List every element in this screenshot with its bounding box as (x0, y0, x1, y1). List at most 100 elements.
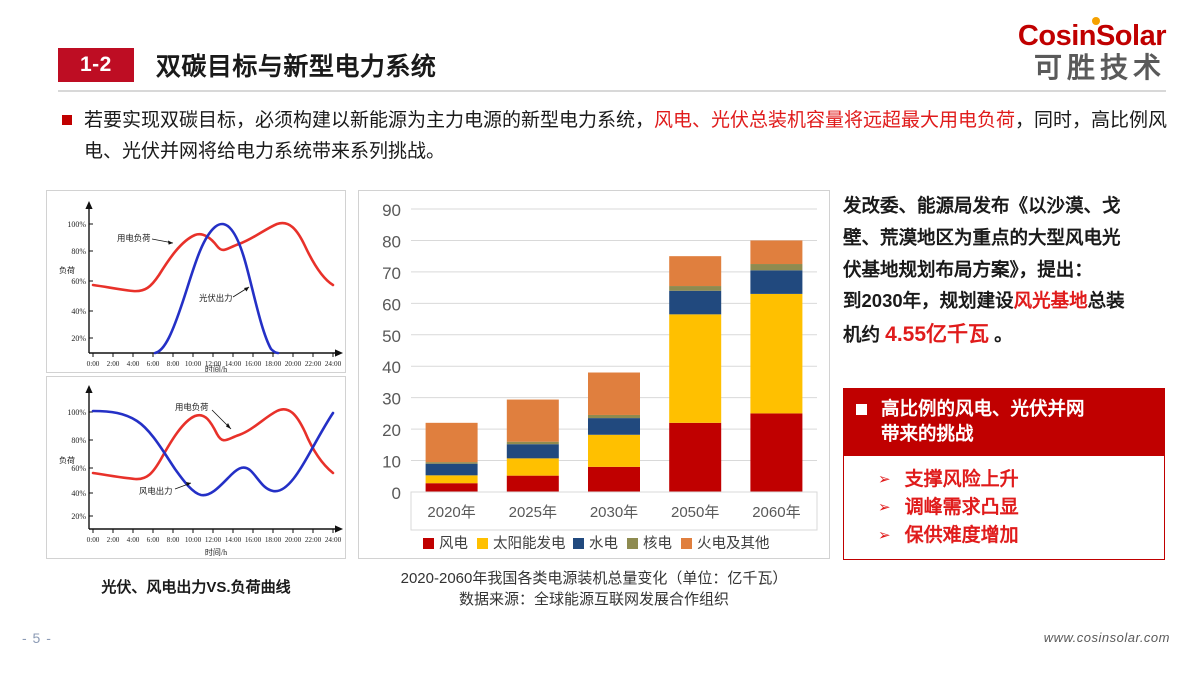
curve-top-ytick-60: 60% (71, 277, 86, 286)
challenge-item-label: 支撑风险上升 (904, 468, 1019, 490)
bar-segment (669, 422, 722, 492)
bar-segment (425, 462, 478, 464)
legend-label: 水电 (589, 535, 618, 552)
bar-segment (750, 413, 803, 492)
brand-logo: CosinSolar 可胜技术 (1018, 17, 1167, 83)
wind-vs-load-curve-svg: 100% 80% 60% 40% 20% 0:00 2:0 (59, 385, 343, 557)
svg-text:24:00: 24:00 (325, 536, 342, 544)
arrow-bullet-icon: ➢ (878, 470, 891, 488)
bar-segment (425, 483, 478, 492)
curve-top-ytick-100: 100% (67, 220, 86, 229)
list-item: ➢ 调峰需求凸显 (878, 498, 1154, 517)
wind-vs-load-curve-panel: 100% 80% 60% 40% 20% 0:00 2:0 (46, 376, 346, 559)
legend-label: 核电 (643, 535, 672, 552)
challenges-header-line2: 带来的挑战 (881, 422, 974, 444)
bar-segment (588, 434, 640, 467)
lead-part2: ，同时，高比例风电、光伏并网将给电力系统带来系列挑战。 (84, 110, 1168, 162)
legend-label: 风电 (439, 535, 468, 552)
pv-vs-load-curve-panel: 100% 80% 60% 40% 20% (46, 190, 346, 373)
svg-text:12:00: 12:00 (205, 360, 222, 368)
policy-note: 发改委、能源局发布《以沙漠、戈 壁、荒漠地区为重点的大型风电光 伏基地规划布局方… (843, 190, 1165, 353)
challenges-box: 高比例的风电、光伏并网 带来的挑战 ➢ 支撑风险上升 ➢ 调峰需求凸显 ➢ 保供… (843, 388, 1165, 560)
policy-line1: 发改委、能源局发布《以沙漠、戈 (843, 195, 1121, 216)
policy-capacity-value: 4.55亿千瓦 (885, 323, 990, 347)
bar-segment (750, 264, 803, 271)
bar-segment (750, 293, 803, 414)
svg-text:16:00: 16:00 (245, 536, 262, 544)
y-axis-tick-label: 50 (382, 327, 401, 346)
curve-top-xlabel: 时间/h (205, 364, 227, 372)
challenges-box-header: 高比例的风电、光伏并网 带来的挑战 (844, 389, 1164, 456)
policy-line3: 伏基地规划布局方案》，提出： (843, 258, 1093, 280)
svg-text:12:00: 12:00 (205, 536, 222, 544)
svg-text:10:00: 10:00 (185, 536, 202, 544)
curve-bot-label-load: 用电负荷 (175, 402, 209, 412)
svg-text:4:00: 4:00 (127, 536, 140, 544)
svg-text:14:00: 14:00 (225, 536, 242, 544)
policy-line5a: 机约 (843, 324, 886, 346)
legend-swatch (423, 538, 434, 549)
curve-top-label-load: 用电负荷 (117, 233, 151, 243)
policy-line4b: 风光基地 (1013, 290, 1088, 312)
svg-text:0:00: 0:00 (87, 536, 100, 544)
lead-paragraph-text: 若要实现双碳目标，必须构建以新能源为主力电源的新型电力系统，风电、光伏总装机容量… (84, 106, 1172, 168)
section-number-badge: 1-2 (58, 47, 134, 83)
svg-text:20:00: 20:00 (285, 360, 302, 368)
svg-text:22:00: 22:00 (305, 536, 322, 544)
curve-top-ytick-20: 20% (71, 334, 86, 343)
page-title: 双碳目标与新型电力系统 (155, 53, 437, 81)
bar-segment (506, 441, 559, 445)
x-axis-tick-label: 2020年 (427, 504, 475, 521)
lead-part1: 若要实现双碳目标，必须构建以新能源为主力电源的新型电力系统， (84, 110, 655, 131)
policy-line4c: 总装 (1087, 290, 1125, 312)
x-axis-tick-label: 2060年 (752, 504, 800, 521)
legend-swatch (681, 538, 692, 549)
y-axis-tick-label: 30 (382, 390, 401, 409)
bar-segment (588, 372, 640, 415)
x-axis-tick-label: 2025年 (509, 504, 557, 521)
y-axis-tick-label: 90 (382, 201, 401, 220)
bar-segment (588, 466, 640, 492)
bar-segment (588, 418, 640, 435)
lead-paragraph: 若要实现双碳目标，必须构建以新能源为主力电源的新型电力系统，风电、光伏总装机容量… (62, 106, 1172, 168)
curve-bot-ytick-20: 20% (71, 512, 86, 521)
category-axis-box (410, 491, 818, 531)
bar-segment (506, 399, 559, 442)
svg-text:22:00: 22:00 (305, 360, 322, 368)
bar-segment (425, 475, 478, 484)
logo-sun-dot-icon (1091, 17, 1100, 25)
logo-wordmark-cn: 可胜技术 (1033, 52, 1166, 83)
y-axis-tick-label: 10 (382, 453, 401, 472)
list-item: ➢ 保供难度增加 (878, 526, 1154, 545)
svg-text:2:00: 2:00 (107, 536, 120, 544)
y-axis-tick-label: 60 (382, 295, 401, 314)
legend-swatch (477, 538, 488, 549)
challenge-item-label: 保供难度增加 (904, 524, 1019, 546)
svg-text:16:00: 16:00 (245, 360, 262, 368)
bar-segment (669, 256, 722, 287)
bar-chart-caption-line1: 2020-2060年我国各类电源装机总量变化（单位：亿千瓦） (400, 570, 788, 587)
installed-capacity-bar-chart-panel: 0 10 20 30 40 50 60 70 80 90 2020年 2025年 2030年 2050年 2… (358, 190, 830, 559)
slide-title-row: 1-2 双碳目标与新型电力系统 (58, 47, 436, 83)
svg-text:6:00: 6:00 (147, 360, 160, 368)
svg-text:8:00: 8:00 (167, 536, 180, 544)
white-square-bullet-icon (856, 404, 867, 415)
svg-text:2:00: 2:00 (107, 360, 120, 368)
y-axis-tick-label: 40 (382, 358, 401, 377)
bar-segment (669, 286, 722, 291)
bar-segment (750, 240, 803, 265)
x-axis-tick-label: 2030年 (590, 504, 638, 521)
curve-bot-ytick-100: 100% (67, 408, 86, 417)
page-number: - 5 - (22, 630, 52, 646)
challenges-list: ➢ 支撑风险上升 ➢ 调峰需求凸显 ➢ 保供难度增加 (844, 456, 1164, 560)
y-axis-tick-label: 80 (382, 232, 401, 251)
y-axis-tick-label: 70 (382, 264, 401, 283)
bar-chart-caption: 2020-2060年我国各类电源装机总量变化（单位：亿千瓦） 数据来源：全球能源… (358, 568, 830, 611)
arrow-bullet-icon: ➢ (878, 498, 891, 516)
y-axis-tick-label: 0 (392, 484, 401, 503)
svg-text:8:00: 8:00 (167, 360, 180, 368)
curve-bot-ylabel: 负荷 (59, 455, 75, 465)
curve-top-label-pv: 光伏出力 (199, 293, 233, 303)
legend-swatch (627, 538, 638, 549)
